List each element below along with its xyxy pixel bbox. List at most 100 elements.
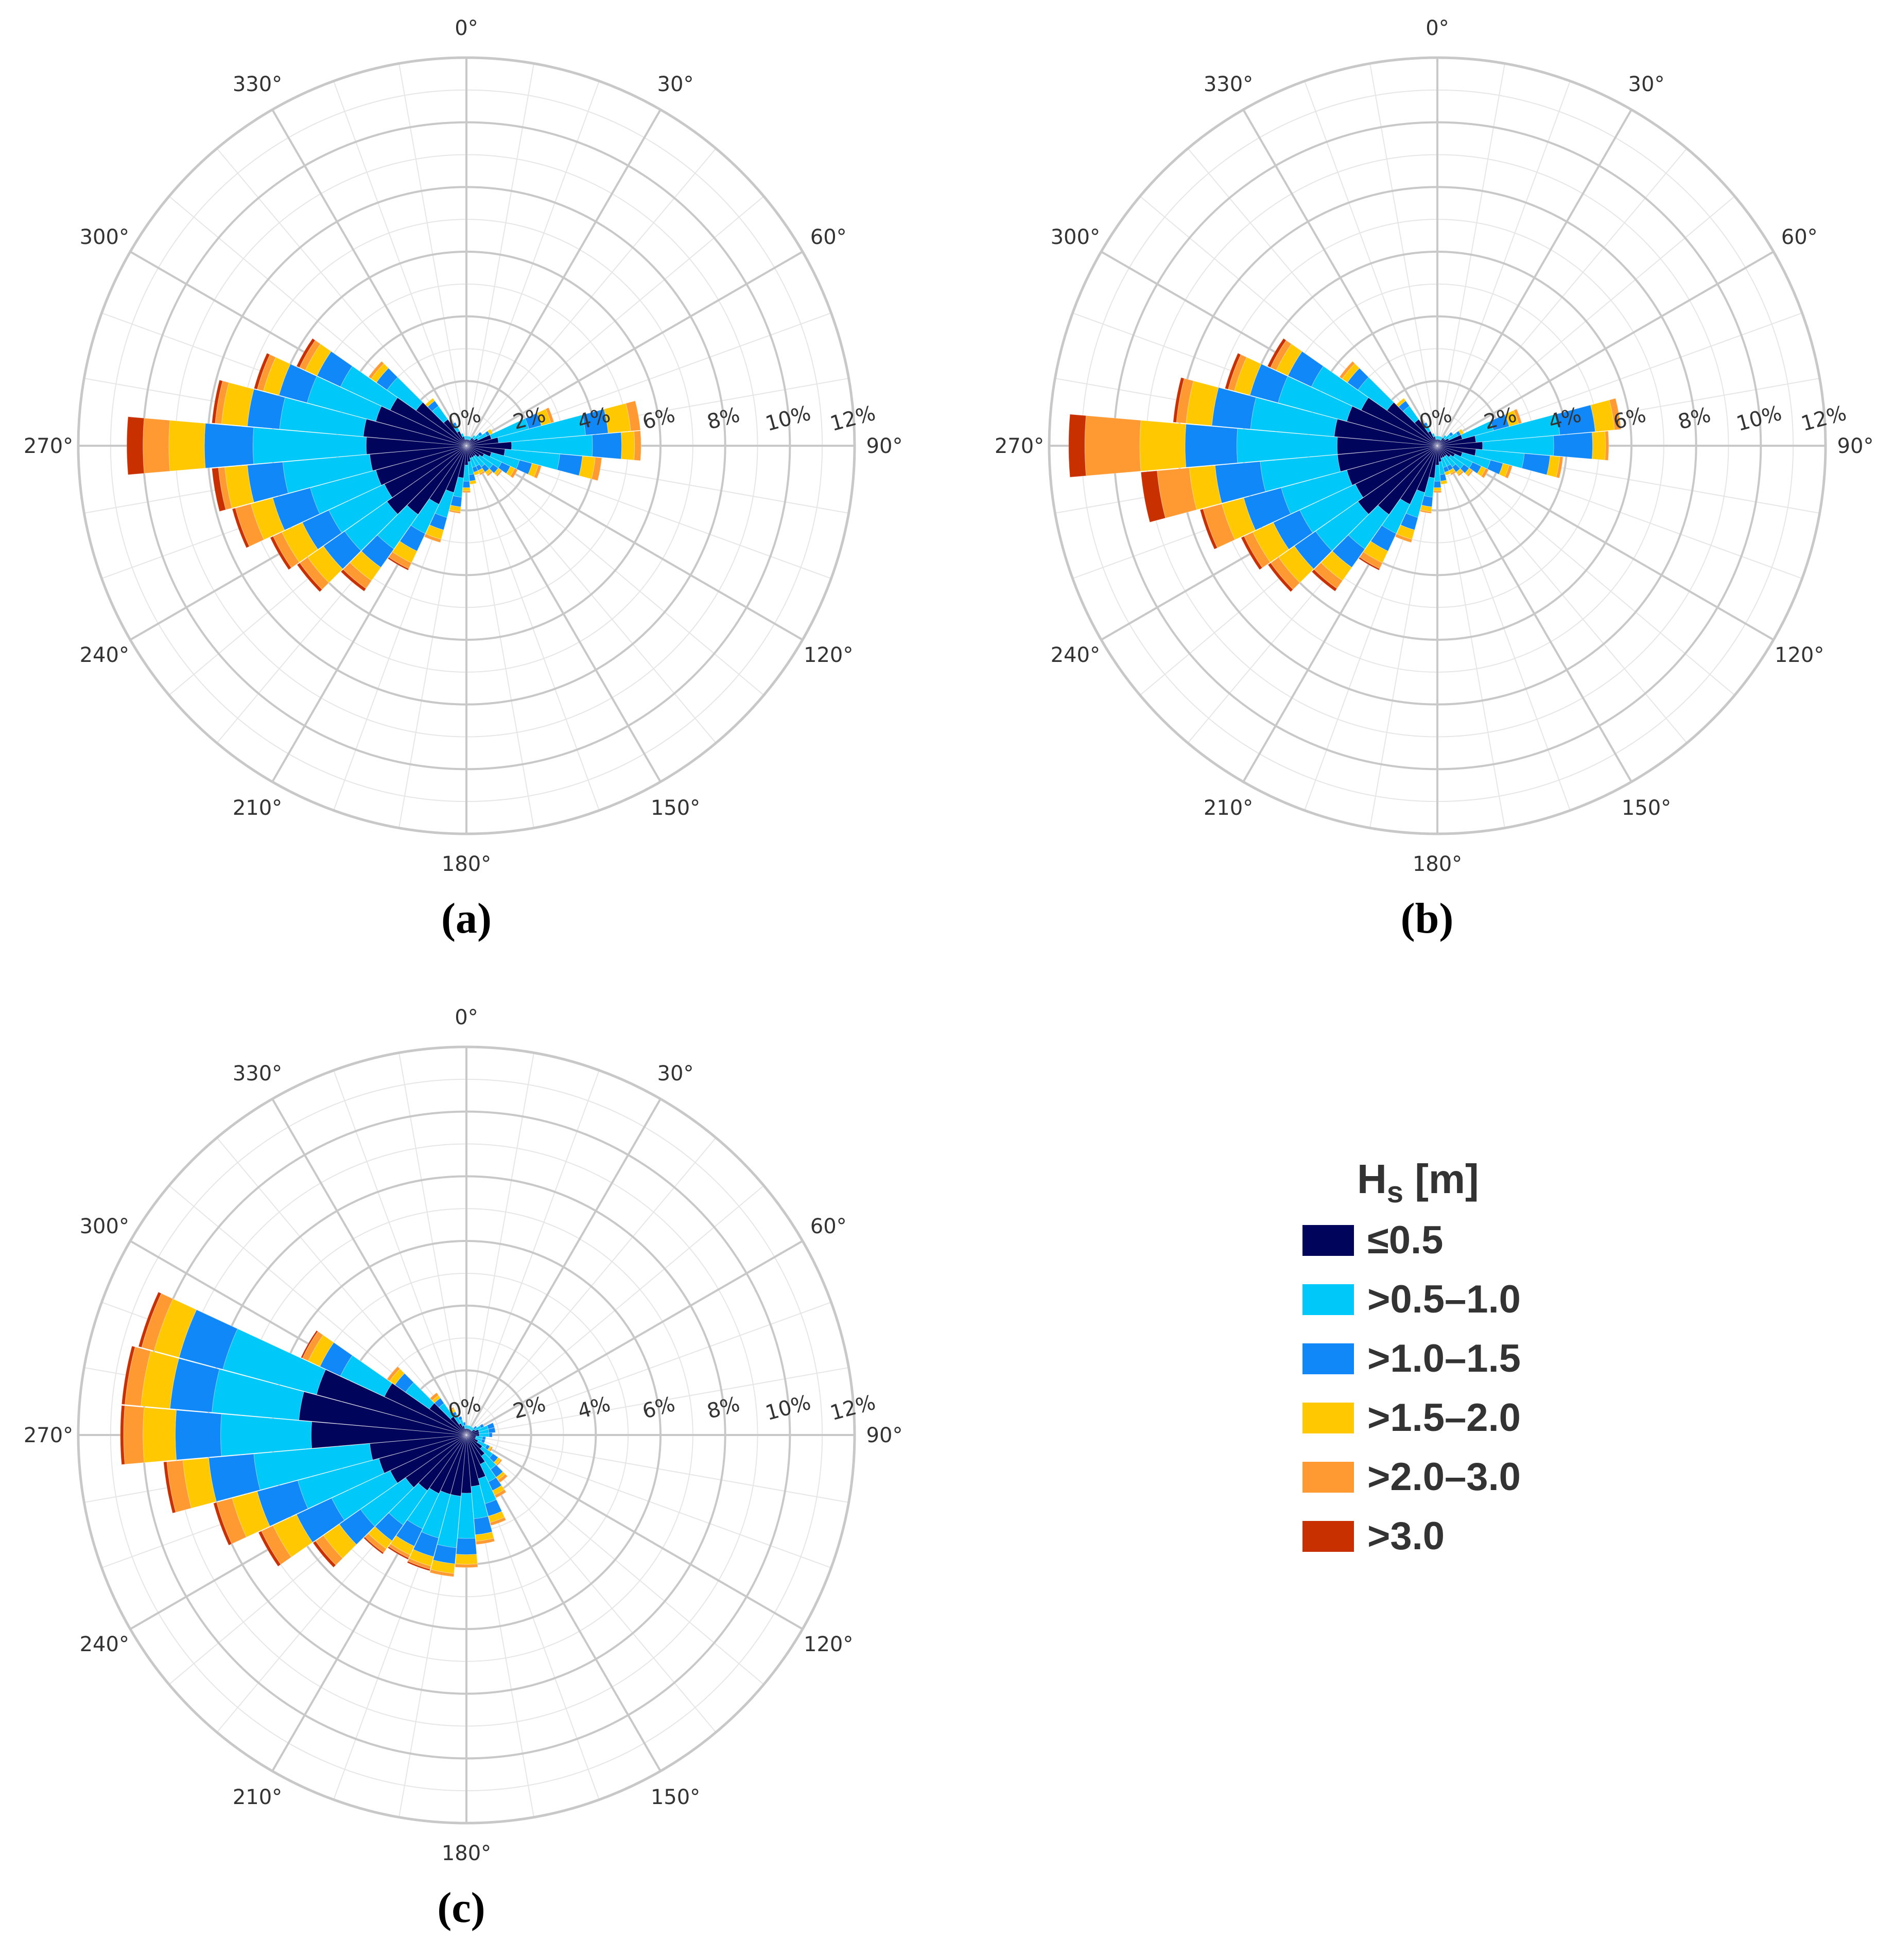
legend-swatch bbox=[1302, 1284, 1354, 1315]
sector-bar-210-bin3 bbox=[1363, 540, 1388, 564]
sector-bar-100-bin4 bbox=[1556, 456, 1563, 479]
radial-tick-label: 8% bbox=[1676, 403, 1713, 434]
sector-bar-180-bin2 bbox=[1433, 481, 1441, 488]
sector-bar-250-bin5 bbox=[1200, 509, 1218, 550]
sector-bar-220-bin3 bbox=[1320, 551, 1352, 581]
sector-bar-270-bin5 bbox=[120, 1405, 125, 1465]
major-spoke bbox=[271, 1098, 467, 1436]
sector-bar-190-bin1 bbox=[437, 1494, 461, 1548]
radial-tick-label: 12% bbox=[828, 401, 878, 436]
sector-bar-200-bin2 bbox=[413, 1531, 439, 1557]
sector-bar-280-bin5 bbox=[1173, 377, 1185, 423]
sector-bar-320-bin3 bbox=[425, 397, 436, 408]
angle-tick-label: 300° bbox=[80, 225, 129, 249]
sector-bar-10-bin1 bbox=[466, 1425, 470, 1429]
sector-bar-70-bin4 bbox=[1513, 408, 1522, 425]
sector-bar-190-bin2 bbox=[432, 1544, 457, 1564]
major-spoke bbox=[465, 1098, 662, 1436]
sector-bar-270-bin5 bbox=[126, 416, 145, 475]
sector-bar-270-bin4 bbox=[1084, 415, 1141, 477]
sector-bar-40-bin1 bbox=[1443, 434, 1447, 440]
sector-bar-260-bin0 bbox=[1337, 445, 1438, 472]
major-spoke bbox=[465, 251, 803, 447]
sector-bar-220-bin5 bbox=[340, 569, 367, 592]
angle-tick-label: 90° bbox=[1837, 434, 1874, 458]
sector-bar-80-bin2 bbox=[488, 1427, 496, 1433]
sector-bar-120-bin3 bbox=[506, 466, 515, 477]
sector-bar-70-bin0 bbox=[1437, 434, 1463, 446]
angle-tick-label: 90° bbox=[866, 1424, 903, 1447]
angle-tick-label: 330° bbox=[233, 1062, 282, 1086]
sector-bar-230-bin4 bbox=[1270, 557, 1300, 590]
sector-bar-0-bin0 bbox=[1436, 439, 1438, 446]
sector-bar-90-bin2 bbox=[1553, 432, 1593, 460]
sector-bar-80-bin1 bbox=[1474, 413, 1560, 443]
radial-tick-label: 6% bbox=[640, 403, 677, 434]
sector-bar-270-bin2 bbox=[175, 1410, 222, 1460]
sector-bar-270-bin0 bbox=[366, 436, 467, 455]
sector-bar-300-bin1 bbox=[340, 365, 398, 411]
sector-bar-340-bin1 bbox=[459, 1419, 464, 1427]
angle-tick-label: 240° bbox=[80, 643, 129, 667]
sector-bar-170-bin3 bbox=[475, 1531, 494, 1542]
sector-bar-330-bin4 bbox=[448, 1407, 455, 1412]
sector-bar-100-bin0 bbox=[1437, 445, 1476, 456]
angle-tick-label: 300° bbox=[1051, 225, 1100, 249]
sector-bar-60-bin3 bbox=[1458, 428, 1464, 435]
sector-bar-30-bin1 bbox=[468, 1426, 473, 1430]
sector-bar-230-bin0 bbox=[1358, 445, 1438, 515]
sector-bar-270-bin2 bbox=[1185, 424, 1238, 468]
sector-bar-340-bin1 bbox=[460, 433, 464, 437]
sector-bar-280-bin4 bbox=[215, 380, 230, 425]
sector-bar-160-bin2 bbox=[472, 466, 479, 473]
angle-tick-label: 210° bbox=[233, 1786, 282, 1809]
sector-bar-60-bin2 bbox=[484, 430, 491, 437]
major-spoke bbox=[1242, 109, 1438, 447]
angle-tick-label: 330° bbox=[233, 73, 282, 96]
sector-bar-180-bin3 bbox=[1433, 487, 1442, 492]
panel-label: (c) bbox=[437, 1884, 485, 1932]
sector-bar-20-bin1 bbox=[467, 1425, 471, 1430]
sector-bar-100-bin2 bbox=[1521, 453, 1551, 476]
sector-bar-80-bin2 bbox=[1556, 405, 1596, 435]
wave-rose-plots: 0° 30° 60° 90° 120° 150° 180° 210° 240° 270° 300° 3… bbox=[24, 16, 1874, 1932]
sector-bar-250-bin5 bbox=[232, 507, 250, 549]
angle-tick-label: 150° bbox=[651, 1786, 700, 1809]
major-spoke bbox=[465, 445, 662, 782]
sector-bar-130-bin4 bbox=[496, 469, 503, 477]
sector-bar-230-bin5 bbox=[312, 1541, 337, 1568]
sector-bar-110-bin0 bbox=[1437, 445, 1463, 457]
panel-label: (a) bbox=[441, 895, 492, 942]
sector-bar-190-bin4 bbox=[429, 1569, 455, 1577]
sector-bar-170-bin2 bbox=[1439, 474, 1447, 482]
sector-bar-250-bin4 bbox=[235, 503, 265, 547]
sector-bar-80-bin0 bbox=[466, 1431, 480, 1436]
sector-bar-90-bin3 bbox=[620, 431, 635, 461]
sector-bar-120-bin2 bbox=[484, 1444, 491, 1450]
sector-bar-180-bin0 bbox=[464, 445, 468, 466]
sector-bar-290-bin1 bbox=[307, 376, 382, 422]
angle-tick-label: 120° bbox=[1775, 643, 1824, 667]
sector-bar-150-bin1 bbox=[479, 1461, 497, 1482]
sector-bar-150-bin4 bbox=[494, 1489, 507, 1498]
sector-bar-180-bin3 bbox=[462, 487, 471, 492]
legend-label: >2.0–3.0 bbox=[1367, 1455, 1521, 1499]
sector-bar-180-bin1 bbox=[463, 465, 470, 482]
sector-bar-180-bin4 bbox=[455, 1563, 478, 1568]
angle-tick-label: 240° bbox=[1051, 643, 1100, 667]
angle-tick-label: 30° bbox=[657, 1062, 694, 1086]
sector-bar-220-bin4 bbox=[1313, 562, 1343, 589]
sector-bar-170-bin1 bbox=[471, 1484, 489, 1519]
panel-label: (b) bbox=[1401, 895, 1454, 942]
sector-bar-180-bin0 bbox=[1435, 445, 1439, 466]
sector-bar-280-bin2 bbox=[247, 389, 286, 430]
sector-bar-330-bin2 bbox=[451, 422, 458, 428]
sector-bar-320-bin1 bbox=[439, 1403, 454, 1420]
radial-tick-label: 0% bbox=[446, 1392, 483, 1424]
sector-bar-270-bin3 bbox=[1139, 420, 1187, 471]
sector-bar-180-bin2 bbox=[456, 1537, 477, 1555]
radial-tick-label: 10% bbox=[763, 401, 813, 436]
legend: Hs [m] ≤0.5 >0.5–1.0 >1.0–1.5 >1.5–2.0 >2.0–… bbox=[1302, 1156, 1521, 1558]
sector-bar-200-bin3 bbox=[1396, 524, 1415, 540]
